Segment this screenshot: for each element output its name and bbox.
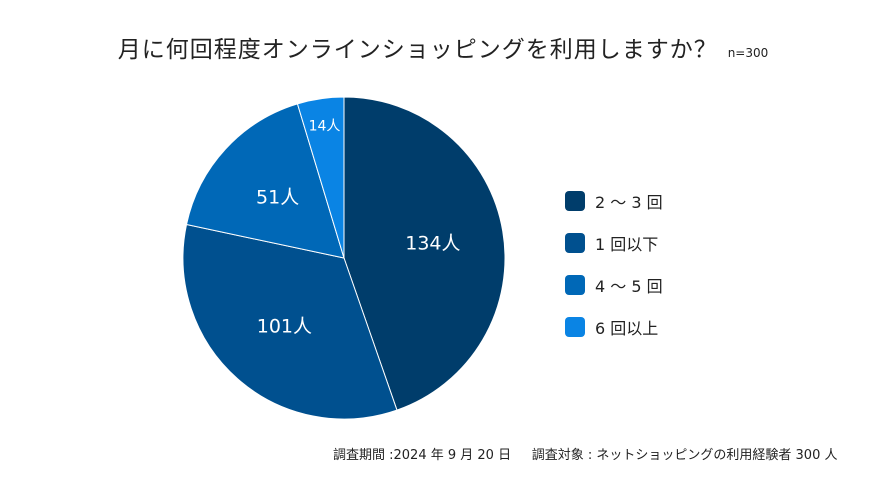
data-label: 134人 bbox=[405, 233, 460, 255]
legend-label: 2 ～ 3 回 bbox=[595, 193, 663, 212]
legend-swatch bbox=[565, 191, 585, 211]
legend: 2 ～ 3 回 1 回以下 4 ～ 5 回 6 回以上 bbox=[565, 180, 663, 348]
legend-label: 6 回以上 bbox=[595, 319, 659, 338]
pie-slice bbox=[185, 103, 345, 259]
legend-swatch bbox=[565, 233, 585, 253]
footer-note: 調査期間 :2024 年 9 月 20 日 調査対象 : ネットショッピングの利… bbox=[333, 444, 837, 463]
legend-item: 6 回以上 bbox=[565, 306, 663, 348]
sample-size: n=300 bbox=[727, 46, 769, 60]
survey-period: 調査期間 :2024 年 9 月 20 日 bbox=[333, 448, 512, 463]
legend-label: 4 ～ 5 回 bbox=[595, 277, 663, 296]
data-label: 51人 bbox=[256, 187, 299, 209]
data-label: 101人 bbox=[257, 315, 312, 337]
pie-slice bbox=[296, 96, 345, 259]
legend-swatch bbox=[565, 317, 585, 337]
legend-item: 1 回以下 bbox=[565, 222, 663, 264]
chart-title: 月に何回程度オンラインショッピングを利用しますか？ n=300 bbox=[0, 30, 886, 64]
legend-swatch bbox=[565, 275, 585, 295]
title-text: 月に何回程度オンラインショッピングを利用しますか？ bbox=[117, 37, 718, 63]
legend-label: 1 回以下 bbox=[595, 235, 659, 254]
legend-item: 4 ～ 5 回 bbox=[565, 264, 663, 306]
pie-slice bbox=[182, 223, 398, 420]
pie-slice bbox=[343, 96, 506, 411]
data-label: 14人 bbox=[309, 119, 341, 135]
legend-item: 2 ～ 3 回 bbox=[565, 180, 663, 222]
survey-target: 調査対象 : ネットショッピングの利用経験者 300 人 bbox=[531, 448, 838, 463]
